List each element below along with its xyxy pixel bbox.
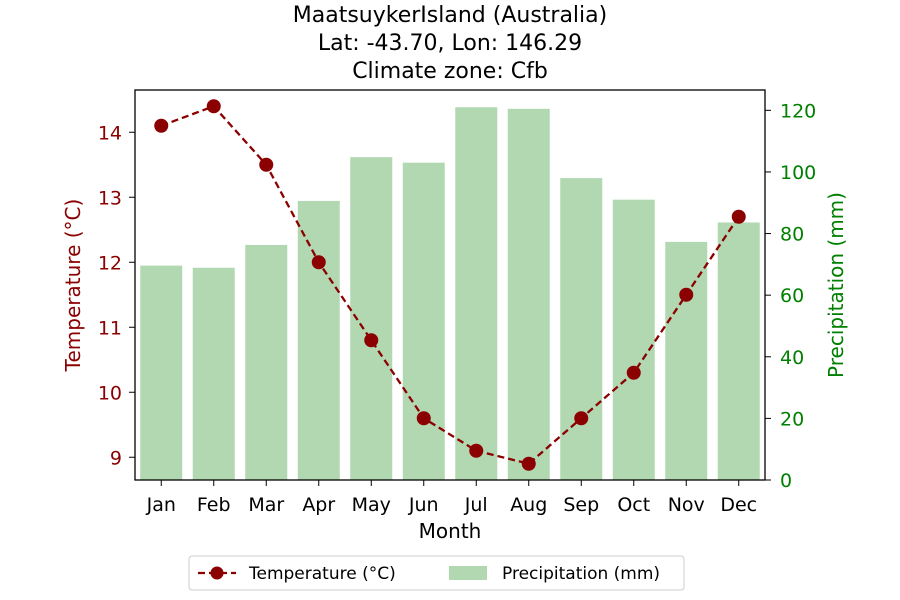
temperature-point [469, 443, 484, 458]
x-tick-label: Mar [248, 494, 284, 516]
temperature-point [206, 99, 221, 114]
precipitation-bar [717, 222, 760, 480]
temperature-point [521, 456, 536, 471]
precipitation-bar [297, 200, 340, 481]
temperature-point [679, 287, 694, 302]
x-tick-label: Jun [408, 494, 439, 516]
x-tick-label: Feb [197, 494, 231, 516]
precipitation-bars [140, 107, 760, 481]
x-tick-label: Jan [146, 494, 176, 516]
y-left-tick-label: 11 [98, 317, 122, 339]
y-axis-right: 0 20 40 60 80 100 120 [765, 100, 816, 492]
y-left-tick-label: 14 [98, 122, 122, 144]
precipitation-bar [560, 178, 603, 481]
y-right-tick-label: 0 [780, 470, 792, 492]
x-tick-label: Aug [510, 494, 547, 516]
legend-box [188, 555, 685, 591]
temperature-point [259, 157, 274, 172]
x-tick-label: May [352, 494, 391, 516]
y-right-tick-label: 80 [780, 224, 804, 246]
precipitation-bar [455, 107, 498, 480]
temperature-point [364, 333, 379, 348]
y-axis-left: 9 10 11 12 13 14 [98, 122, 135, 469]
y-left-tick-label: 13 [98, 187, 122, 209]
precipitation-bar [140, 265, 183, 480]
y-axis-right-label: Precipitation (mm) [824, 192, 848, 378]
temperature-point [574, 411, 589, 426]
temperature-line [154, 99, 746, 471]
y-right-tick-label: 40 [780, 347, 804, 369]
temperature-point [731, 209, 746, 224]
temperature-point [416, 411, 431, 426]
y-left-tick-label: 9 [110, 447, 122, 469]
x-tick-label: Apr [302, 494, 335, 516]
precipitation-bar [192, 267, 235, 480]
x-tick-label: Nov [668, 494, 705, 516]
temperature-point [154, 118, 169, 133]
x-tick-label: Sep [563, 494, 599, 516]
y-right-tick-label: 60 [780, 285, 804, 307]
x-tick-label: Oct [617, 494, 650, 516]
y-right-tick-label: 20 [780, 408, 804, 430]
precipitation-bar [507, 108, 550, 480]
temperature-point [626, 365, 641, 380]
legend-temperature-label: Temperature (°C) [248, 564, 396, 584]
x-axis-label: Month [419, 519, 482, 543]
x-axis: Jan Feb Mar Apr May Jun Jul Aug Sep Oct Nov Dec [146, 480, 757, 516]
precipitation-bar [245, 244, 288, 480]
chart-title-line: Climate zone: Cfb [352, 59, 548, 84]
precipitation-bar [665, 241, 708, 480]
legend: Temperature (°C) Precipitation (mm) [188, 555, 685, 591]
temperature-series-line [160, 104, 740, 466]
x-tick-label: Jul [464, 494, 488, 516]
x-tick-label: Dec [720, 494, 757, 516]
y-left-tick-label: 12 [98, 252, 122, 274]
precipitation-bar [612, 199, 655, 480]
temperature-point [311, 255, 326, 270]
chart-title: MaatsuykerIsland (Australia) Lat: -43.70,… [293, 3, 607, 84]
legend-precipitation-label: Precipitation (mm) [502, 564, 660, 584]
y-axis-left-label: Temperature (°C) [61, 199, 85, 373]
precipitation-bar [402, 162, 445, 480]
y-left-tick-label: 10 [98, 382, 122, 404]
y-right-tick-label: 100 [780, 162, 816, 184]
y-right-tick-label: 120 [780, 100, 816, 122]
plot-frame [134, 89, 766, 481]
legend-temperature-marker [210, 566, 224, 580]
legend-precipitation-swatch [449, 566, 487, 580]
chart-title-line: MaatsuykerIsland (Australia) [293, 3, 607, 28]
chart-title-line: Lat: -43.70, Lon: 146.29 [318, 31, 582, 56]
